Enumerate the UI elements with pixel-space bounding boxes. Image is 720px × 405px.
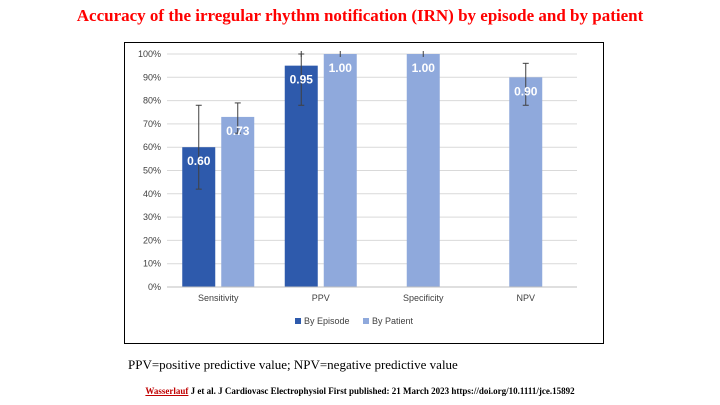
y-tick-label: 100% [138, 49, 161, 59]
footnote: PPV=positive predictive value; NPV=negat… [128, 357, 458, 372]
slide-title: Accuracy of the irregular rhythm notific… [76, 6, 644, 25]
x-tick-label: Sensitivity [198, 293, 239, 303]
bar-by-patient-specificity [406, 54, 440, 287]
bar-value-label: 0.73 [226, 124, 250, 138]
x-tick-label: NPV [516, 293, 535, 303]
bar-by-patient-npv [509, 77, 543, 287]
y-tick-label: 0% [148, 282, 161, 292]
x-tick-label: PPV [312, 293, 330, 303]
y-tick-label: 70% [143, 119, 161, 129]
y-tick-label: 30% [143, 212, 161, 222]
citation: Wasserlauf J et al. J Cardiovasc Electro… [0, 386, 720, 396]
x-tick-label: Specificity [403, 293, 444, 303]
chart-frame: 0% 10% 20% 30% 40% 50% 60% 70% 80% 90% 100% 0.60 0.7… [124, 42, 604, 344]
bar-by-patient-sensitivity [221, 116, 255, 287]
legend-swatch-by-patient [363, 318, 369, 324]
bar-value-label: 0.95 [290, 73, 314, 87]
bar-value-label: 1.00 [329, 61, 353, 75]
legend-swatch-by-episode [295, 318, 301, 324]
legend-label: By Patient [372, 316, 414, 326]
y-tick-label: 50% [143, 166, 161, 176]
bar-value-label: 0.60 [187, 154, 211, 168]
y-tick-label: 60% [143, 142, 161, 152]
bar-by-patient-ppv [323, 54, 357, 287]
y-tick-label: 10% [143, 259, 161, 269]
legend-label: By Episode [304, 316, 350, 326]
y-tick-label: 20% [143, 235, 161, 245]
citation-text: J et al. J Cardiovasc Electrophysiol Fir… [188, 386, 575, 396]
y-tick-label: 40% [143, 189, 161, 199]
y-tick-label: 80% [143, 96, 161, 106]
bar-chart: 0% 10% 20% 30% 40% 50% 60% 70% 80% 90% 100% 0.60 0.7… [138, 49, 577, 326]
y-tick-label: 90% [143, 72, 161, 82]
citation-author[interactable]: Wasserlauf [145, 386, 189, 396]
bar-value-label: 0.90 [514, 84, 538, 98]
bar-value-label: 1.00 [412, 61, 436, 75]
